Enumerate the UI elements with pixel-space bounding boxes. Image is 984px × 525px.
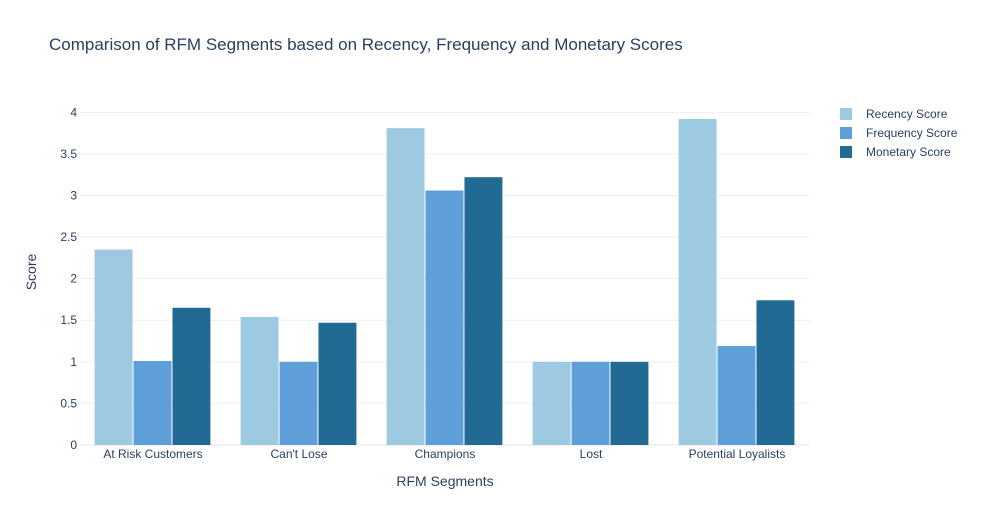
y-tick-label: 0: [70, 438, 77, 452]
y-tick-label: 2.5: [60, 230, 77, 244]
y-tick-label: 1.5: [60, 313, 77, 327]
bar-recency-score[interactable]: [94, 249, 133, 445]
legend-swatch: [840, 127, 852, 139]
bar-frequency-score[interactable]: [425, 190, 464, 445]
bar-frequency-score[interactable]: [571, 361, 610, 445]
x-tick-label: At Risk Customers: [103, 447, 202, 461]
y-tick-label: 3: [70, 188, 77, 202]
x-axis-ticks: At Risk Customers Can't Lose Champions Lost…: [103, 447, 785, 461]
bar-recency-score[interactable]: [678, 118, 717, 445]
bar-monetary-score[interactable]: [610, 361, 649, 445]
bar-frequency-score[interactable]: [717, 346, 756, 445]
chart-title: Comparison of RFM Segments based on Rece…: [49, 35, 683, 54]
legend-item[interactable]: Monetary Score: [840, 145, 951, 159]
legend-item[interactable]: Frequency Score: [840, 126, 958, 140]
legend-label: Recency Score: [866, 107, 948, 121]
bar-frequency-score[interactable]: [133, 360, 172, 445]
y-tick-label: 0.5: [60, 396, 77, 410]
legend[interactable]: Recency Score Frequency Score Monetary Sco…: [840, 107, 958, 159]
legend-label: Monetary Score: [866, 145, 951, 159]
bar-recency-score[interactable]: [532, 361, 571, 445]
y-axis-ticks: 0 0.5 1 1.5 2 2.5 3 3.5 4: [60, 105, 77, 452]
y-tick-label: 4: [70, 105, 77, 119]
legend-label: Frequency Score: [866, 126, 958, 140]
y-tick-label: 3.5: [60, 147, 77, 161]
bar-monetary-score[interactable]: [318, 322, 357, 445]
x-tick-label: Can't Lose: [271, 447, 328, 461]
x-tick-label: Champions: [415, 447, 476, 461]
x-tick-label: Lost: [580, 447, 603, 461]
y-axis-title: Score: [23, 254, 39, 291]
y-tick-label: 2: [70, 272, 77, 286]
bar-recency-score[interactable]: [240, 316, 279, 445]
bar-recency-score[interactable]: [386, 128, 425, 445]
bar-frequency-score[interactable]: [279, 361, 318, 445]
bars-layer: [94, 118, 795, 445]
legend-item[interactable]: Recency Score: [840, 107, 948, 121]
x-tick-label: Potential Loyalists: [689, 447, 786, 461]
x-axis-title: RFM Segments: [396, 473, 493, 489]
bar-monetary-score[interactable]: [464, 177, 503, 445]
bar-monetary-score[interactable]: [172, 307, 211, 445]
legend-swatch: [840, 108, 852, 120]
y-tick-label: 1: [70, 355, 77, 369]
bar-monetary-score[interactable]: [756, 300, 795, 445]
legend-swatch: [840, 146, 852, 158]
